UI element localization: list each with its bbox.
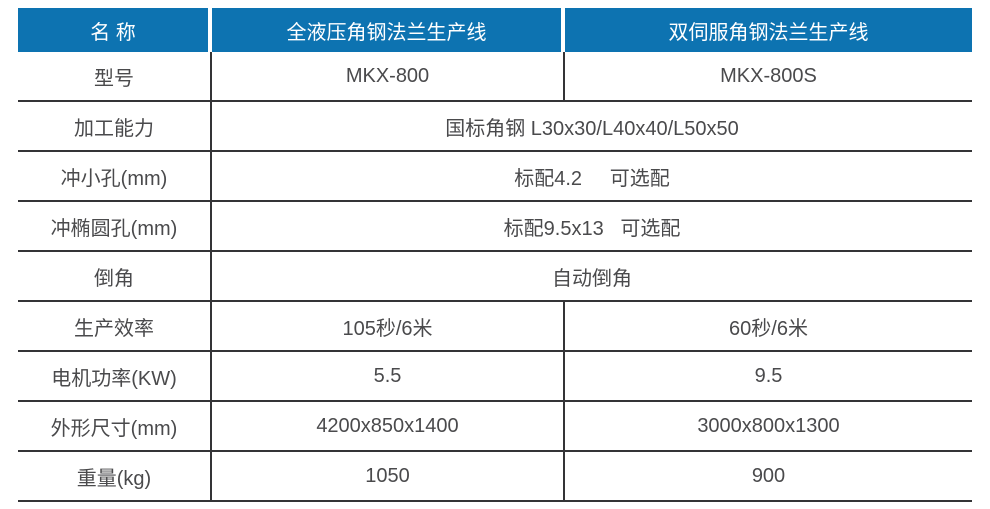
dimensions-value-product-2: 3000x800x1300 xyxy=(565,402,972,452)
row-label-model: 型号 xyxy=(18,52,212,102)
motor-power-value-product-2: 9.5 xyxy=(565,352,972,402)
dimensions-value-product-1: 4200x850x1400 xyxy=(212,402,565,452)
row-label-capacity: 加工能力 xyxy=(18,102,212,152)
chamfer-value: 自动倒角 xyxy=(212,252,972,302)
row-label-chamfer: 倒角 xyxy=(18,252,212,302)
weight-value-product-1: 1050 xyxy=(212,452,565,502)
row-label-small-hole: 冲小孔(mm) xyxy=(18,152,212,202)
table-header-row: 名 称 全液压角钢法兰生产线 双伺服角钢法兰生产线 xyxy=(18,8,972,52)
model-value-product-1: MKX-800 xyxy=(212,52,565,102)
table-row-weight: 重量(kg) 1050 900 xyxy=(18,452,972,502)
header-cell-name: 名 称 xyxy=(18,8,212,52)
header-cell-product-2: 双伺服角钢法兰生产线 xyxy=(565,8,972,52)
row-label-efficiency: 生产效率 xyxy=(18,302,212,352)
table-row-capacity: 加工能力 国标角钢 L30x30/L40x40/L50x50 xyxy=(18,102,972,152)
table-row-dimensions: 外形尺寸(mm) 4200x850x1400 3000x800x1300 xyxy=(18,402,972,452)
table-row-chamfer: 倒角 自动倒角 xyxy=(18,252,972,302)
efficiency-value-product-2: 60秒/6米 xyxy=(565,302,972,352)
row-label-oval-hole: 冲椭圆孔(mm) xyxy=(18,202,212,252)
table-row-small-hole: 冲小孔(mm) 标配4.2 可选配 xyxy=(18,152,972,202)
motor-power-value-product-1: 5.5 xyxy=(212,352,565,402)
table-row-oval-hole: 冲椭圆孔(mm) 标配9.5x13 可选配 xyxy=(18,202,972,252)
row-label-motor-power: 电机功率(KW) xyxy=(18,352,212,402)
table-row-motor-power: 电机功率(KW) 5.5 9.5 xyxy=(18,352,972,402)
header-cell-product-1: 全液压角钢法兰生产线 xyxy=(212,8,565,52)
small-hole-value: 标配4.2 可选配 xyxy=(212,152,972,202)
product-spec-table: 名 称 全液压角钢法兰生产线 双伺服角钢法兰生产线 型号 MKX-800 MKX… xyxy=(18,8,972,502)
row-label-dimensions: 外形尺寸(mm) xyxy=(18,402,212,452)
capacity-value: 国标角钢 L30x30/L40x40/L50x50 xyxy=(212,102,972,152)
table-row-model: 型号 MKX-800 MKX-800S xyxy=(18,52,972,102)
weight-value-product-2: 900 xyxy=(565,452,972,502)
oval-hole-value: 标配9.5x13 可选配 xyxy=(212,202,972,252)
table-row-efficiency: 生产效率 105秒/6米 60秒/6米 xyxy=(18,302,972,352)
row-label-weight: 重量(kg) xyxy=(18,452,212,502)
efficiency-value-product-1: 105秒/6米 xyxy=(212,302,565,352)
model-value-product-2: MKX-800S xyxy=(565,52,972,102)
